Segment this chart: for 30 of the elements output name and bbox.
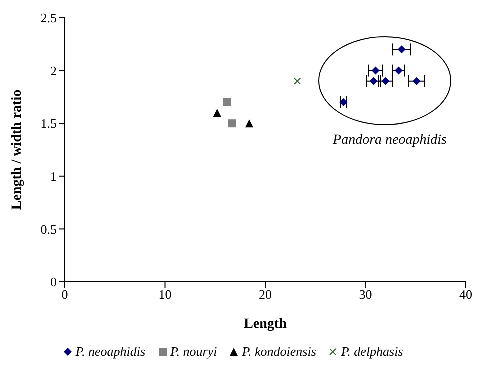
point [223, 98, 232, 106]
point [294, 78, 302, 85]
point [245, 120, 254, 128]
y-tick-label: 0 [50, 274, 57, 290]
point [213, 109, 222, 118]
point [412, 77, 421, 86]
legend-label: P. delphasis [340, 344, 404, 360]
y-tick-label: 1 [50, 169, 57, 184]
y-axis-title: Length / width ratio [10, 90, 25, 210]
point [394, 66, 403, 75]
x-tick-label: 0 [62, 287, 68, 302]
point [382, 77, 390, 86]
annotation: Pandora neoaphidis [332, 133, 448, 148]
legend-label: P. kondoiensis [241, 344, 316, 360]
x-tick-label: 30 [359, 287, 372, 302]
y-tick-label: 2 [50, 63, 57, 78]
legend-label: P. neoaphidis [74, 344, 146, 360]
x-tick-label: 40 [460, 287, 472, 302]
y-tick-label: 2.5 [40, 10, 57, 26]
legend-label: P. nouryi [170, 344, 218, 360]
point [398, 46, 406, 54]
x-tick-label: 10 [158, 287, 172, 302]
y-tick-label: 1.5 [40, 116, 57, 132]
y-tick-label: 0.5 [40, 222, 57, 237]
point [340, 98, 348, 106]
x-axis-title: Length [244, 317, 288, 332]
x-tick-label: 20 [259, 287, 272, 302]
point [372, 66, 380, 75]
point [370, 77, 378, 86]
point [228, 120, 236, 128]
